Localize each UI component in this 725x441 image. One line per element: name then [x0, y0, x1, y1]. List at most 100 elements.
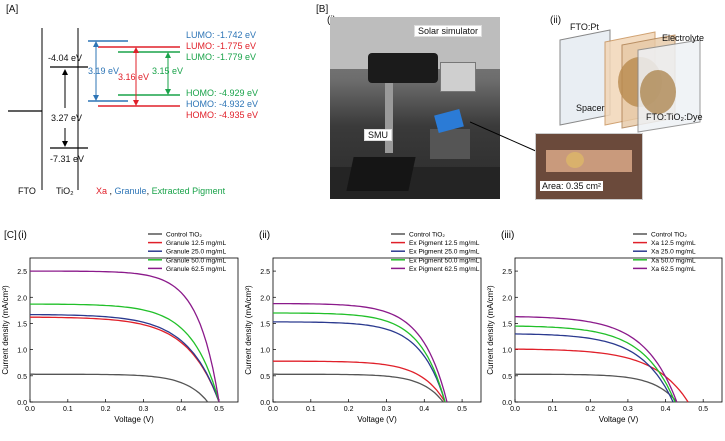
legend-entry: Control TiO₂: [166, 232, 202, 239]
x-tick-label: 0.0: [25, 406, 35, 413]
x-axis-label: Voltage (V): [114, 415, 154, 424]
x-tick-label: 0.4: [176, 406, 186, 413]
tio2-vb-value: -7.31 eV: [50, 154, 85, 164]
panel-a-tag: [A]: [6, 4, 19, 15]
jv-curve-5: [30, 270, 220, 403]
legend-granule: Granule: [114, 186, 147, 196]
solar-simulator-label: Solar simulator: [414, 25, 483, 37]
y-axis-label: Current density (mA/cm²): [1, 285, 10, 375]
homo-label-1: HOMO: -4.929 eV: [186, 88, 259, 98]
y-tick-label: 2.0: [502, 295, 512, 302]
plot-frame: [514, 257, 723, 403]
jv-charts: (i) 0.0 0.5 1.0 1.5 2.0 2.5 0.0 0.1 0.2 0.3 0.4 0.5 V…: [1, 230, 723, 424]
legend-entry: Xa 12.5 mg/mL: [651, 240, 696, 247]
smu-label: SMU: [364, 129, 392, 141]
pigment-gap-value: 3.15 eV: [152, 66, 184, 76]
legend-entry: Control TiO₂: [409, 232, 445, 239]
simulator-stand: [385, 83, 393, 153]
x-tick-label: 0.2: [101, 406, 111, 413]
legend-entry: Granule 25.0 mg/mL: [166, 249, 226, 256]
legend-pigment: Extracted Pigment: [151, 186, 226, 196]
legend-entry: Xa 25.0 mg/mL: [651, 249, 696, 256]
legend-entry: Control TiO₂: [651, 232, 687, 239]
spacer-label: Spacer: [576, 103, 605, 113]
x-tick-label: 0.4: [661, 406, 671, 413]
x-axis-label: Voltage (V): [599, 415, 639, 424]
jv-curve-1: [30, 373, 209, 403]
cell-photo: Area: 0.35 cm²: [535, 133, 643, 200]
jv-curve-5: [273, 302, 448, 403]
y-tick-label: 2.5: [17, 269, 27, 276]
jv-chart-2: (ii) 0.0 0.5 1.0 1.5 2.0 2.5 0.0 0.1 0.2 0.3 0.4 0.5…: [244, 230, 482, 424]
cell-active-area: [566, 152, 584, 168]
y-tick-label: 0.0: [17, 400, 27, 407]
smu-device: [346, 157, 416, 191]
zoom-connector: [470, 121, 539, 153]
lumo-label-2: LUMO: -1.775 eV: [186, 41, 257, 51]
x-tick-label: 0.5: [698, 406, 708, 413]
tio2-gap-value: 3.27 eV: [51, 113, 83, 123]
x-tick-label: 0.4: [419, 406, 429, 413]
x-tick-label: 0.3: [623, 406, 633, 413]
x-tick-label: 0.2: [344, 406, 354, 413]
x-tick-label: 0.5: [457, 406, 467, 413]
y-tick-label: 1.0: [17, 348, 27, 355]
y-tick-label: 2.5: [502, 269, 512, 276]
chart-sub-label: (iii): [501, 230, 514, 241]
jv-curve-2: [273, 360, 446, 403]
y-axis-label: Current density (mA/cm²): [486, 285, 495, 375]
jv-curve-1: [514, 373, 678, 403]
y-tick-label: 0.5: [260, 374, 270, 381]
granule-gap-value: 3.19 eV: [88, 66, 120, 76]
jv-curve-3: [514, 333, 674, 403]
y-tick-label: 2.0: [17, 295, 27, 302]
cell-area-label: Area: 0.35 cm²: [540, 181, 604, 191]
simulator-box: [440, 62, 476, 92]
legend-entry: Ex Pigment 25.0 mg/mL: [409, 249, 480, 256]
cell-glass: [546, 150, 632, 172]
jv-chart-1: (i) 0.0 0.5 1.0 1.5 2.0 2.5 0.0 0.1 0.2 0.3 0.4 0.5 V…: [1, 230, 239, 424]
homo-label-2: HOMO: -4.932 eV: [186, 99, 259, 109]
chart-sub-label: (i): [18, 230, 27, 241]
legend-entry: Granule 62.5 mg/mL: [166, 266, 226, 273]
tio2-label: TiO₂: [56, 186, 74, 196]
legend-entry: Granule 50.0 mg/mL: [166, 257, 226, 264]
fto-pt-label: FTO:Pt: [570, 22, 599, 32]
y-tick-label: 2.5: [260, 269, 270, 276]
y-tick-label: 0.5: [502, 374, 512, 381]
y-tick-label: 2.0: [260, 295, 270, 302]
sample-stage: [430, 129, 470, 159]
zoom-line: [470, 121, 539, 153]
x-tick-label: 0.3: [382, 406, 392, 413]
legend-sep-2: ,: [146, 186, 152, 196]
legend-entry: Xa 62.5 mg/mL: [651, 266, 696, 273]
y-tick-label: 1.0: [260, 348, 270, 355]
lumo-label-1: LUMO: -1.742 eV: [186, 30, 257, 40]
simulator-lamp: [368, 53, 438, 83]
legend-entry: Ex Pigment 12.5 mg/mL: [409, 240, 480, 247]
dye-legend: Xa , Granule, Extracted Pigment: [96, 186, 225, 196]
legend-entry: Granule 12.5 mg/mL: [166, 240, 226, 247]
jv-curve-5: [514, 315, 678, 403]
jv-curve-4: [273, 312, 446, 403]
jv-curve-3: [30, 313, 220, 403]
x-tick-label: 0.1: [63, 406, 73, 413]
jv-curve-3: [273, 321, 446, 403]
xa-gap-value: 3.16 eV: [118, 72, 150, 82]
jv-curve-1: [273, 373, 444, 403]
legend-entry: Ex Pigment 50.0 mg/mL: [409, 257, 480, 264]
x-tick-label: 0.0: [510, 406, 520, 413]
fto-label: FTO: [18, 186, 36, 196]
energy-diagram: [8, 28, 180, 190]
lumo-label-3: LUMO: -1.779 eV: [186, 52, 257, 62]
plot-frame: [272, 257, 482, 403]
y-tick-label: 1.5: [502, 321, 512, 328]
legend-entry: Xa 50.0 mg/mL: [651, 257, 696, 264]
y-tick-label: 1.0: [502, 348, 512, 355]
chart-sub-label: (ii): [259, 230, 270, 241]
plot-frame: [29, 257, 239, 403]
fto-tio2-label: FTO:TiO₂:Dye: [646, 112, 703, 122]
y-axis-label: Current density (mA/cm²): [244, 285, 253, 375]
jv-curve-2: [30, 316, 220, 403]
jv-curve-4: [515, 325, 676, 403]
